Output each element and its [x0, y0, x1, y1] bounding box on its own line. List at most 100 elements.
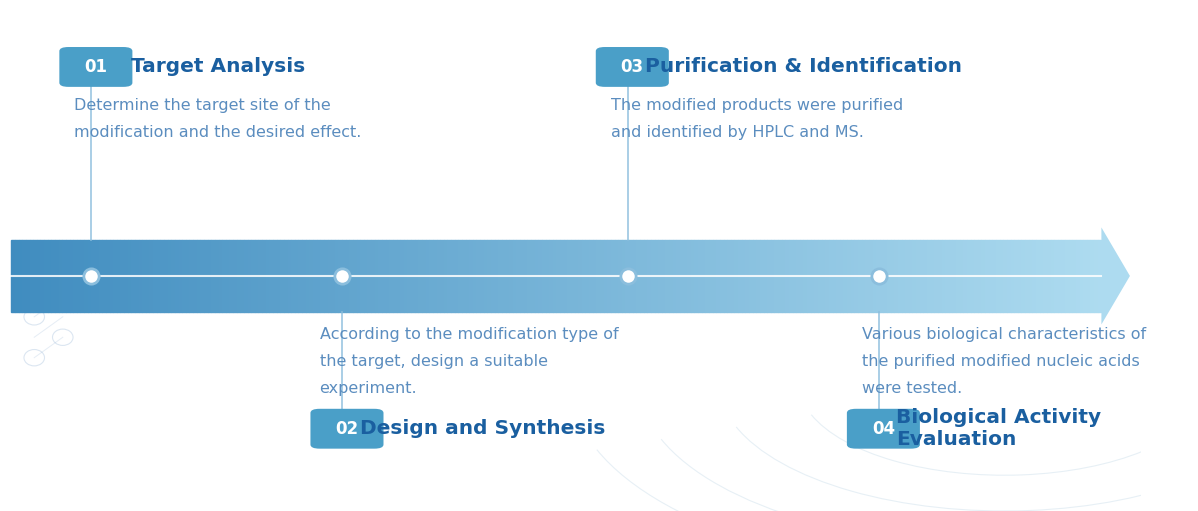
Bar — [952, 240, 956, 312]
Bar — [702, 240, 706, 312]
Bar — [1079, 240, 1083, 312]
Bar — [66, 240, 69, 312]
Bar — [879, 240, 883, 312]
Bar — [978, 240, 981, 312]
Bar — [186, 240, 189, 312]
FancyBboxPatch shape — [595, 47, 668, 87]
Bar — [125, 240, 128, 312]
Bar — [716, 240, 720, 312]
Bar — [26, 240, 30, 312]
Bar — [473, 240, 477, 312]
Bar — [985, 240, 988, 312]
Bar — [582, 240, 586, 312]
Bar — [531, 240, 534, 312]
Bar — [443, 240, 447, 312]
Text: The modified products were purified
and identified by HPLC and MS.: The modified products were purified and … — [611, 98, 903, 140]
Bar — [109, 240, 113, 312]
Bar — [774, 240, 778, 312]
Bar — [1043, 240, 1047, 312]
Bar — [429, 240, 432, 312]
Bar — [44, 240, 48, 312]
Bar — [818, 240, 822, 312]
Bar — [767, 240, 770, 312]
Bar — [684, 240, 688, 312]
Bar — [833, 240, 836, 312]
Bar — [516, 240, 520, 312]
Bar — [600, 240, 604, 312]
Bar — [636, 240, 640, 312]
Bar — [200, 240, 204, 312]
Bar — [520, 240, 524, 312]
Bar — [37, 240, 41, 312]
Bar — [266, 240, 270, 312]
Bar — [480, 240, 484, 312]
Bar — [113, 240, 116, 312]
Bar — [153, 240, 157, 312]
Bar — [1040, 240, 1043, 312]
Bar — [161, 240, 164, 312]
Bar — [477, 240, 480, 312]
Bar — [633, 240, 636, 312]
Bar — [1022, 240, 1025, 312]
Bar — [942, 240, 945, 312]
Bar — [371, 240, 375, 312]
Bar — [150, 240, 153, 312]
Bar — [277, 240, 280, 312]
Bar — [135, 240, 139, 312]
Bar — [143, 240, 146, 312]
Bar — [931, 240, 934, 312]
Bar — [618, 240, 622, 312]
Bar — [1018, 240, 1022, 312]
Bar — [825, 240, 829, 312]
Bar — [182, 240, 186, 312]
Text: 04: 04 — [872, 420, 895, 438]
Bar — [397, 240, 400, 312]
Bar — [214, 240, 218, 312]
Text: 03: 03 — [621, 58, 643, 76]
Bar — [654, 240, 658, 312]
Bar — [407, 240, 411, 312]
Bar — [789, 240, 793, 312]
Bar — [320, 240, 323, 312]
Bar — [193, 240, 196, 312]
Bar — [298, 240, 302, 312]
FancyBboxPatch shape — [847, 409, 920, 449]
Bar — [338, 240, 343, 312]
Bar — [695, 240, 698, 312]
Bar — [527, 240, 531, 312]
Bar — [938, 240, 942, 312]
Bar — [1069, 240, 1072, 312]
Bar — [62, 240, 66, 312]
Bar — [34, 240, 37, 312]
Bar — [116, 240, 121, 312]
Bar — [146, 240, 150, 312]
Bar — [691, 240, 695, 312]
Bar — [658, 240, 661, 312]
Bar — [894, 240, 898, 312]
Bar — [168, 240, 171, 312]
Bar — [55, 240, 59, 312]
Bar — [91, 240, 95, 312]
Bar — [890, 240, 894, 312]
Bar — [749, 240, 752, 312]
Bar — [313, 240, 316, 312]
Bar — [1036, 240, 1040, 312]
Bar — [698, 240, 702, 312]
Bar — [847, 240, 851, 312]
Bar — [80, 240, 84, 312]
Bar — [1076, 240, 1079, 312]
Bar — [502, 240, 506, 312]
Bar — [974, 240, 978, 312]
Bar — [625, 240, 629, 312]
Bar — [763, 240, 767, 312]
Bar — [291, 240, 295, 312]
Bar — [713, 240, 716, 312]
Bar — [622, 240, 625, 312]
Bar — [770, 240, 774, 312]
Bar — [524, 240, 527, 312]
Bar — [513, 240, 516, 312]
Bar — [95, 240, 98, 312]
Bar — [270, 240, 273, 312]
Bar — [77, 240, 80, 312]
Bar — [981, 240, 985, 312]
